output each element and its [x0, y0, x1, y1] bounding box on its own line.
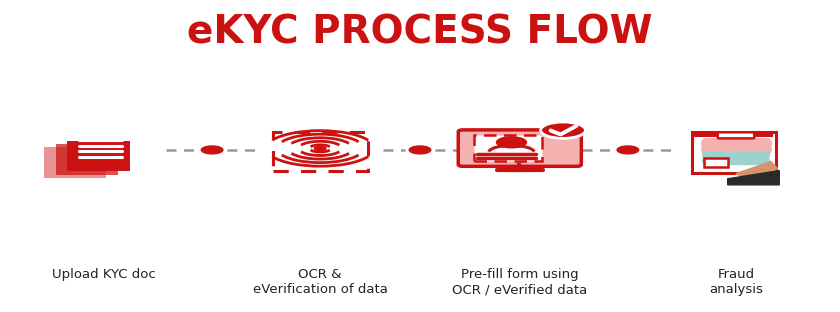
- FancyBboxPatch shape: [695, 132, 774, 137]
- FancyBboxPatch shape: [44, 148, 107, 178]
- Circle shape: [409, 146, 431, 154]
- Text: eKYC PROCESS FLOW: eKYC PROCESS FLOW: [187, 13, 653, 51]
- FancyBboxPatch shape: [705, 158, 727, 167]
- Circle shape: [314, 146, 326, 150]
- Circle shape: [202, 146, 223, 154]
- Circle shape: [496, 137, 527, 148]
- FancyBboxPatch shape: [55, 144, 118, 174]
- Polygon shape: [736, 162, 778, 179]
- Text: OCR &
eVerification of data: OCR & eVerification of data: [253, 268, 387, 296]
- Polygon shape: [727, 171, 780, 185]
- FancyBboxPatch shape: [717, 132, 754, 139]
- Text: Fraud
analysis: Fraud analysis: [709, 268, 763, 296]
- FancyBboxPatch shape: [67, 141, 129, 171]
- Circle shape: [617, 146, 638, 154]
- Text: Pre-fill form using
OCR / eVerified data: Pre-fill form using OCR / eVerified data: [452, 268, 587, 296]
- Circle shape: [541, 122, 585, 139]
- FancyBboxPatch shape: [459, 130, 581, 166]
- Text: Upload KYC doc: Upload KYC doc: [52, 268, 156, 281]
- FancyBboxPatch shape: [474, 135, 543, 162]
- FancyBboxPatch shape: [692, 132, 776, 173]
